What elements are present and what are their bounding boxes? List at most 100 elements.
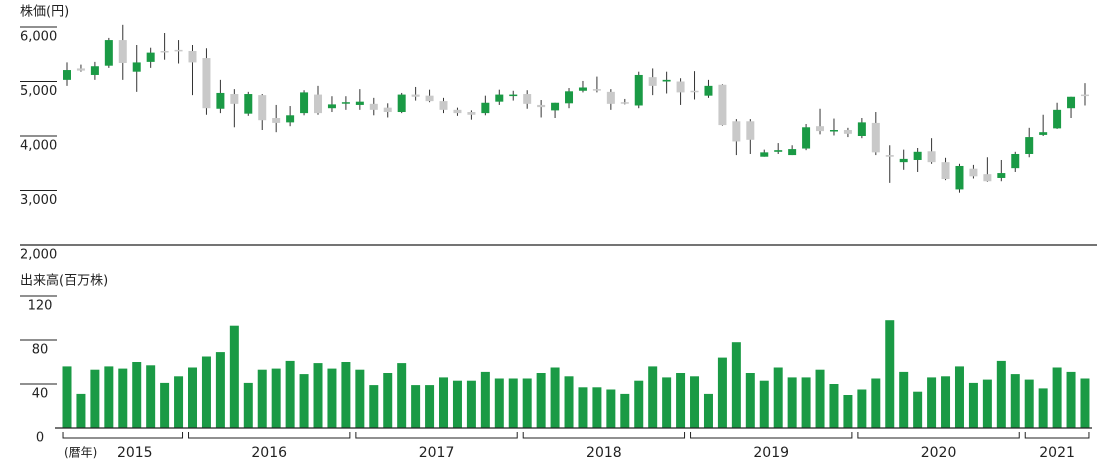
candle-body [983,174,992,182]
candle-body [132,62,141,72]
year-bracket [857,432,1020,439]
y-tick-label: 2,000 [20,248,57,263]
candle-body [63,70,71,80]
candle-body [509,94,518,97]
volume-bar [522,378,532,428]
year-bracket [522,432,686,439]
candle-body [1025,137,1034,154]
candle-body [160,50,169,53]
candle-body [802,127,811,149]
candle-body [941,162,950,180]
candle-body [439,101,448,110]
candle-body [662,79,671,82]
volume-bar [885,320,895,428]
candle-body [216,92,225,109]
candle-body [104,40,113,66]
candle-body [969,168,978,177]
volume-bar [369,385,379,428]
volume-bar [871,378,881,428]
candle-body [341,102,350,104]
volume-bar [508,378,518,428]
volume-bar [480,371,490,428]
volume-bar [229,325,239,428]
volume-bar [257,369,267,428]
candle-body [899,158,908,163]
volume-bar [452,380,462,428]
candle-body [76,68,85,71]
candle-body [174,49,183,52]
volume-bar [341,362,351,428]
candle-body [523,94,532,104]
volume-bar [690,376,700,428]
candle-body [90,66,99,75]
volume-bar [160,382,170,428]
volume-bar [383,373,393,428]
year-bracket [1024,432,1090,439]
volume-bar [857,389,867,428]
candle-body [369,103,378,110]
volume-bar [982,379,992,428]
candle-body [788,149,797,156]
volume-bar [899,371,909,428]
volume-bar [188,367,198,428]
candle-body [230,94,239,104]
candle-body [606,91,615,104]
volume-bar [787,377,797,428]
volume-bar [592,387,602,428]
year-label: 2021 [1039,445,1075,461]
volume-bar [731,342,741,428]
volume-bar [606,389,616,428]
volume-bar [62,366,72,428]
candle-body [300,92,309,114]
volume-bar [941,376,951,428]
y-tick-label: 3,000 [20,193,57,208]
volume-bar [968,382,978,428]
candle-body [453,109,462,114]
candle-body [425,95,434,102]
volume-bar [648,366,658,428]
candle-body [1080,94,1089,97]
volume-bar [76,393,86,428]
candle-body [327,104,336,109]
candle-body [732,121,741,142]
y-tick-label: 80 [32,343,49,358]
candle-body [816,126,825,132]
candle-body [885,155,894,157]
candle-body [467,112,476,115]
volume-bar [118,368,128,428]
candle-body [495,94,504,102]
candle-body [188,50,197,63]
year-bracket [62,432,184,439]
candle-body [704,85,713,96]
candle-body [690,90,699,93]
candle-body [202,58,211,109]
candle-body [927,151,936,163]
volume-bar [1024,379,1034,428]
volume-bar [717,357,727,428]
x-prefix: (暦年) [64,446,97,460]
year-label: 2019 [753,445,789,461]
volume-bar [425,385,435,428]
volume-bar [397,363,407,428]
candle-body [565,91,574,104]
candle-body [411,94,420,97]
year-bracket [188,432,351,439]
candle-body [955,165,964,190]
volume-bar [564,376,574,428]
volume-bar [1038,388,1048,428]
candle-body [634,74,643,106]
year-bracket [355,432,518,439]
candle-body [871,122,880,153]
volume-bar [843,395,853,428]
volume-bar [620,393,630,428]
volume-bar [954,366,964,428]
volume-bar [801,377,811,428]
candle-body [244,94,253,114]
volume-bar [773,367,783,428]
candle-body [481,102,490,114]
candle-body [648,77,657,86]
volume-bar [466,380,476,428]
y-tick-label: 6,000 [20,30,57,45]
year-label: 2020 [921,445,957,461]
candle-body [1067,96,1076,109]
